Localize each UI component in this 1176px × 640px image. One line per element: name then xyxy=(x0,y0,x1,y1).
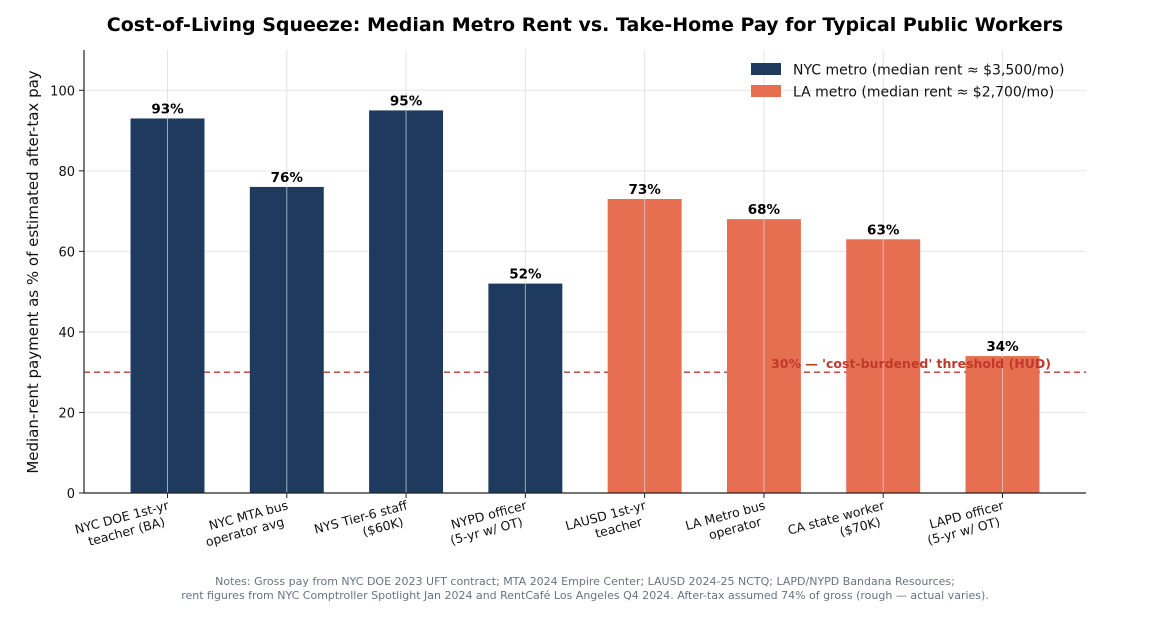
grid xyxy=(84,89,1086,494)
data-label: 52% xyxy=(509,267,542,283)
x-tick-label: CA state worker($70K) xyxy=(786,497,891,552)
y-tick-label: 60 xyxy=(58,245,75,260)
footnote-line: rent figures from NYC Comptroller Spotli… xyxy=(181,589,989,602)
x-tick-label: LA Metro busoperator xyxy=(684,497,771,547)
data-labels: 30% — 'cost-burdened' threshold (HUD) 93%… xyxy=(151,93,1051,371)
y-tick-label: 40 xyxy=(58,326,75,341)
x-categories: NYC DOE 1st-yrteacher (BA) NYC MTA busope… xyxy=(73,497,1010,552)
x-tick-label: NYC MTA busoperator avg xyxy=(200,497,293,549)
y-ticks: 0 20 40 60 80 100 xyxy=(50,84,1003,502)
y-tick-label: 100 xyxy=(50,84,75,99)
vertical-grid xyxy=(167,50,1003,493)
data-label: 73% xyxy=(628,182,661,198)
footnote-line: Notes: Gross pay from NYC DOE 2023 UFT c… xyxy=(215,575,955,588)
x-tick-label: NYC DOE 1st-yrteacher (BA) xyxy=(73,497,175,551)
legend-swatch xyxy=(751,63,781,75)
legend-entry: LA metro (median rent ≈ $2,700/mo) xyxy=(793,85,1054,101)
data-label: 68% xyxy=(748,202,781,218)
y-tick-label: 20 xyxy=(58,406,75,421)
data-label: 63% xyxy=(867,222,900,238)
data-label: 76% xyxy=(271,170,304,186)
x-tick-label: NYPD officer(5-yr w/ OT) xyxy=(445,497,533,548)
legend: NYC metro (median rent ≈ $3,500/mo) LA me… xyxy=(751,63,1065,101)
x-tick-label: LAUSD 1st-yrteacher xyxy=(564,497,652,548)
legend-entry: NYC metro (median rent ≈ $3,500/mo) xyxy=(793,63,1065,79)
data-label: 34% xyxy=(986,339,1019,355)
y-tick-label: 0 xyxy=(67,487,75,502)
notes: Notes: Gross pay from NYC DOE 2023 UFT c… xyxy=(181,575,989,602)
x-tick-label: LAPD officer(5-yr w/ OT) xyxy=(922,497,1010,548)
chart-title: Cost-of-Living Squeeze: Median Metro Ren… xyxy=(107,14,1063,36)
threshold-label: 30% — 'cost-burdened' threshold (HUD) xyxy=(771,356,1051,371)
data-label: 95% xyxy=(390,93,423,109)
y-axis-label: Median-rent payment as % of estimated af… xyxy=(24,70,42,473)
y-tick-label: 80 xyxy=(58,165,75,180)
axes xyxy=(83,50,1086,494)
legend-swatch xyxy=(751,85,781,97)
data-label: 93% xyxy=(151,101,184,117)
bars xyxy=(130,110,1040,494)
x-tick-label: NYS Tier-6 staff($60K) xyxy=(312,497,413,551)
